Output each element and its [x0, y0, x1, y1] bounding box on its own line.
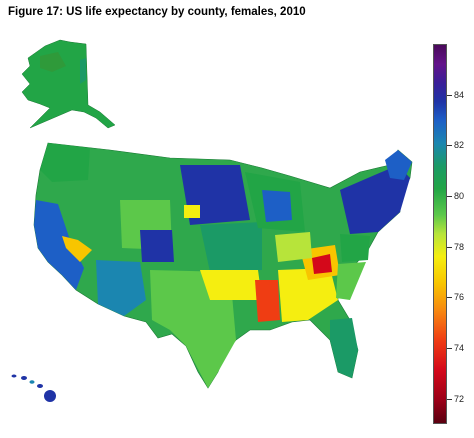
legend-tick-label: 82	[454, 140, 465, 151]
ohio-valley-patch	[275, 232, 312, 262]
chicago-blue-patch	[262, 190, 292, 222]
alaska-region	[21, 39, 116, 129]
legend-tick-label: 72	[454, 393, 465, 404]
california-coast-patch	[34, 200, 84, 290]
legend-tick	[447, 398, 452, 400]
mississippi-delta-patch	[255, 280, 280, 322]
oklahoma-arkansas-patch	[200, 270, 262, 300]
pacific-northwest-patch	[40, 143, 90, 182]
southeast-patch	[278, 268, 338, 322]
dakota-yellow-patch	[184, 205, 200, 218]
legend-colorbar	[433, 44, 447, 424]
legend-tick	[447, 145, 452, 147]
legend-tick-label: 80	[454, 191, 465, 201]
florida-patch	[330, 318, 358, 378]
legend-tick-label: 76	[454, 292, 465, 303]
legend-tick-label: 84	[454, 89, 465, 100]
legend-tick	[447, 94, 452, 96]
figure-title: Figure 17: US life expectancy by county,…	[8, 6, 306, 18]
legend-tick	[447, 297, 452, 299]
kentucky-red-patch	[312, 254, 332, 274]
hawaii-region	[11, 374, 56, 402]
legend-tick	[447, 196, 452, 197]
mid-atlantic-patch	[340, 234, 370, 262]
legend-tick-label: 74	[454, 343, 465, 353]
northeast-patch	[340, 165, 410, 234]
legend-tick-label: 78	[454, 241, 465, 252]
legend-tick	[447, 246, 452, 248]
southwest-patch	[96, 260, 146, 316]
plains-central-patch	[200, 222, 262, 272]
new-england-patch	[385, 150, 412, 180]
colorado-patch	[140, 230, 174, 262]
nevada-patch	[62, 236, 92, 262]
legend-tick	[447, 348, 452, 349]
south-atlantic-patch	[336, 262, 366, 300]
